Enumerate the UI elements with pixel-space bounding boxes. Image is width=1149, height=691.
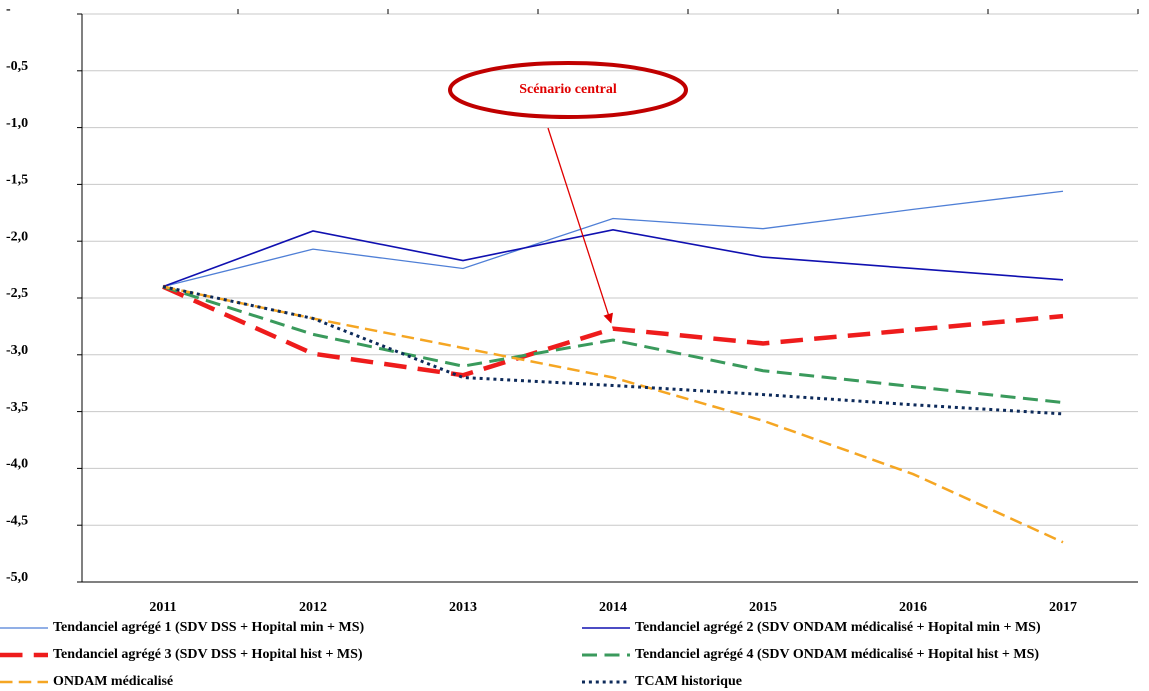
y-tick-label: -4,5 <box>6 513 28 528</box>
legend-label: Tendanciel agrégé 1 (SDV DSS + Hopital m… <box>53 620 364 635</box>
x-tick-label: 2017 <box>1049 600 1077 615</box>
legend-label: Tendanciel agrégé 3 (SDV DSS + Hopital h… <box>53 647 363 662</box>
annotation-ellipse <box>448 61 688 119</box>
line-series <box>162 229 1064 288</box>
y-tick-label: -5,0 <box>6 570 28 585</box>
line-series <box>162 284 1064 378</box>
y-tick-label: -4,0 <box>6 457 28 472</box>
x-tick-label: 2012 <box>299 600 327 615</box>
x-tick-label: 2015 <box>749 600 777 615</box>
legend-label: ONDAM médicalisé <box>53 674 173 689</box>
line-series <box>162 285 1064 416</box>
legend-label: TCAM historique <box>635 674 742 689</box>
y-tick-label: -2,5 <box>6 286 28 301</box>
x-tick-label: 2016 <box>899 600 927 615</box>
y-tick-label: -1,5 <box>6 173 28 188</box>
annotation-arrow <box>547 127 613 324</box>
line-series <box>162 285 1064 405</box>
y-tick-label: -3,5 <box>6 400 28 415</box>
annotation-text: Scénario central <box>519 82 617 97</box>
line-series <box>162 190 1064 288</box>
y-tick-label: -2,0 <box>6 229 28 244</box>
y-tick-label: -3,0 <box>6 343 28 358</box>
line-series <box>162 285 1064 544</box>
y-tick-label: - <box>6 2 11 17</box>
legend-label: Tendanciel agrégé 4 (SDV ONDAM médicalis… <box>635 647 1039 662</box>
y-tick-label: -1,0 <box>6 116 28 131</box>
x-tick-label: 2011 <box>149 600 176 615</box>
y-tick-label: -0,5 <box>6 59 28 74</box>
x-tick-label: 2013 <box>449 600 477 615</box>
x-tick-label: 2014 <box>599 600 627 615</box>
legend-label: Tendanciel agrégé 2 (SDV ONDAM médicalis… <box>635 620 1041 635</box>
